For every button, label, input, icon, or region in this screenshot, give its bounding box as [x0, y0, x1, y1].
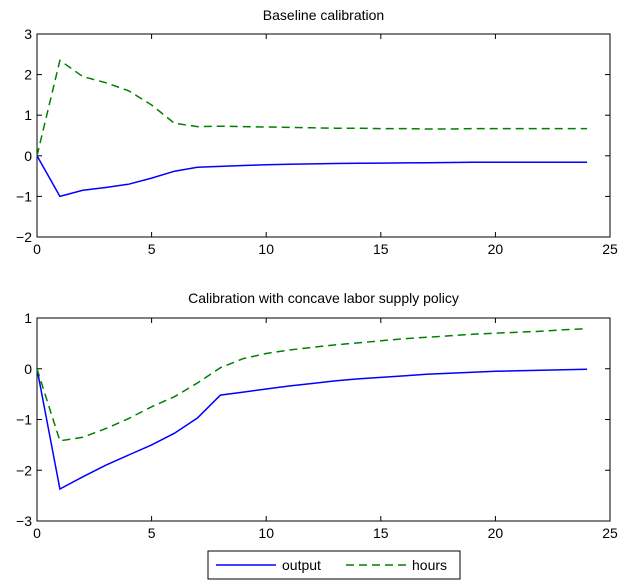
- x-tick-label: 5: [148, 241, 156, 257]
- series-line-output: [36, 155, 588, 198]
- x-tick-label: 25: [602, 525, 618, 541]
- y-tick-label: 1: [24, 107, 32, 123]
- x-tick-label: 15: [373, 525, 389, 541]
- x-tick-label: 25: [602, 241, 618, 257]
- x-tick-label: 10: [258, 525, 274, 541]
- x-tick-label: 15: [373, 241, 389, 257]
- legend-label-hours: hours: [412, 557, 447, 573]
- series-line-hours: [36, 327, 588, 442]
- chart-baseline: Baseline calibration 0 5 10 15 20 25 −2 −1 0 1 2 3: [16, 7, 618, 257]
- y-tick-label: 0: [24, 148, 32, 164]
- x-tick-label: 20: [488, 525, 504, 541]
- x-tick-label: 5: [148, 525, 156, 541]
- y-tick-label: −3: [16, 513, 32, 529]
- y-tick-label: −2: [16, 462, 32, 478]
- series-line-output: [36, 368, 588, 491]
- legend: output hours: [207, 550, 461, 580]
- y-tick-label: 2: [24, 67, 32, 83]
- series-line-hours: [36, 59, 588, 156]
- x-tick-label: 10: [258, 241, 274, 257]
- y-tick-label: 3: [24, 26, 32, 42]
- legend-label-output: output: [282, 557, 321, 573]
- y-tick-label: 0: [24, 361, 32, 377]
- chart-title: Calibration with concave labor supply po…: [188, 290, 459, 306]
- x-tick-label: 20: [488, 241, 504, 257]
- plot-area: [36, 317, 611, 522]
- x-tick-label: 0: [33, 525, 41, 541]
- chart-concave-labor: Calibration with concave labor supply po…: [16, 290, 618, 541]
- x-tick-label: 0: [33, 241, 41, 257]
- y-tick-label: −1: [16, 188, 32, 204]
- y-tick-label: 1: [24, 310, 32, 326]
- y-tick-label: −2: [16, 229, 32, 245]
- chart-title: Baseline calibration: [263, 7, 384, 23]
- y-tick-label: −1: [16, 412, 32, 428]
- plot-area: [36, 33, 611, 238]
